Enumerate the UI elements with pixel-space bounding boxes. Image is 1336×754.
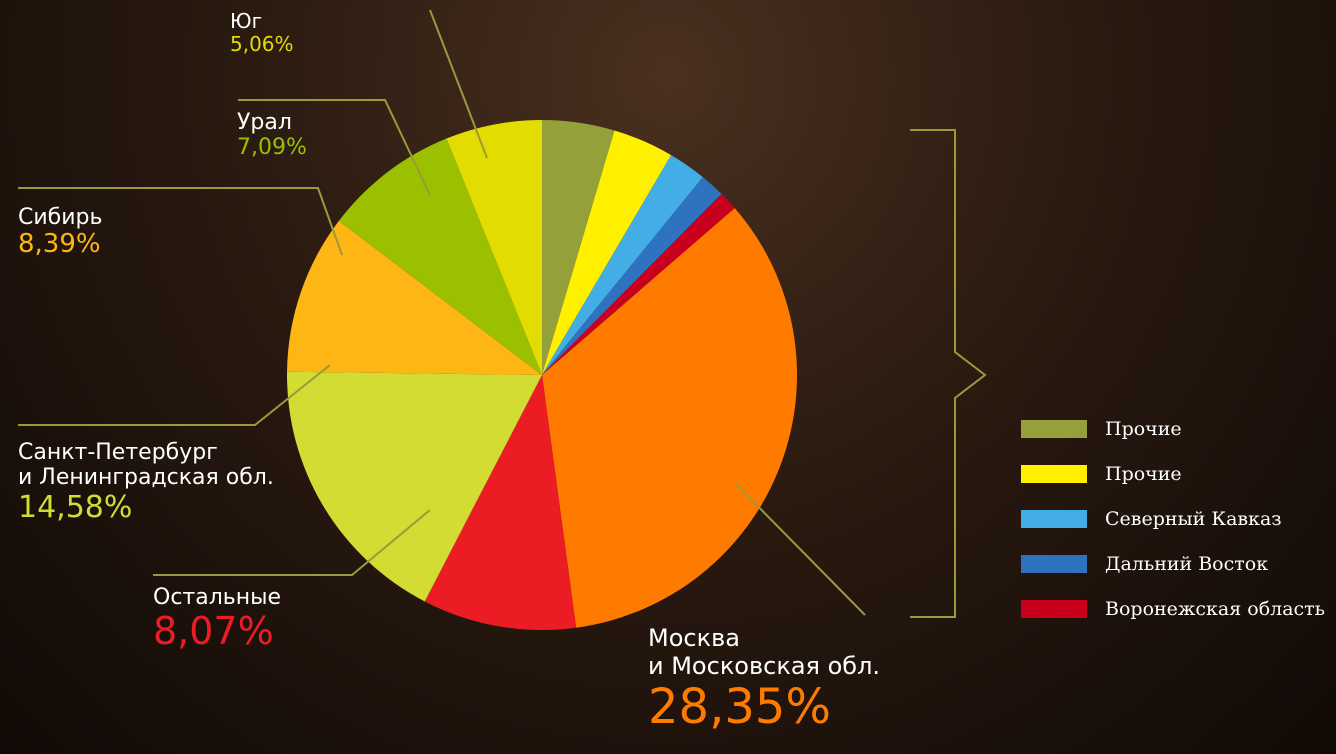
callout-value: 14,58% bbox=[18, 491, 274, 526]
callout-name: Урал bbox=[237, 110, 292, 135]
callout: Санкт-Петербург и Ленинградская обл.14,5… bbox=[18, 440, 274, 525]
callout-value: 7,09% bbox=[237, 135, 307, 160]
legend-label: Прочие bbox=[1105, 418, 1182, 440]
leader-line bbox=[735, 483, 865, 615]
page: (() => { const data = JSON.parse(documen… bbox=[0, 0, 1336, 754]
legend-label: Воронежская область bbox=[1105, 598, 1325, 620]
legend-swatch bbox=[1021, 600, 1087, 618]
legend-label: Северный Кавказ bbox=[1105, 508, 1282, 530]
legend-swatch bbox=[1021, 420, 1087, 438]
callout-name: Юг bbox=[230, 9, 262, 33]
leader-line bbox=[18, 365, 330, 425]
callout-name: Сибирь bbox=[18, 205, 102, 230]
callout-value: 5,06% bbox=[230, 33, 294, 56]
callout-name: Москва и Московская обл. bbox=[648, 624, 880, 680]
callout-name: Санкт-Петербург и Ленинградская обл. bbox=[18, 440, 274, 490]
callout: Москва и Московская обл.28,35% bbox=[648, 625, 880, 735]
legend-swatch bbox=[1021, 465, 1087, 483]
legend-swatch bbox=[1021, 555, 1087, 573]
callout-name: Остальные bbox=[153, 585, 281, 610]
pie bbox=[287, 120, 797, 630]
legend-label: Прочие bbox=[1105, 463, 1182, 485]
bracket bbox=[910, 130, 985, 617]
legend-swatch bbox=[1021, 510, 1087, 528]
callout-value: 8,39% bbox=[18, 230, 102, 260]
legend-label: Дальний Восток bbox=[1105, 553, 1268, 575]
callout-value: 28,35% bbox=[648, 680, 880, 735]
callout-value: 8,07% bbox=[153, 610, 281, 654]
